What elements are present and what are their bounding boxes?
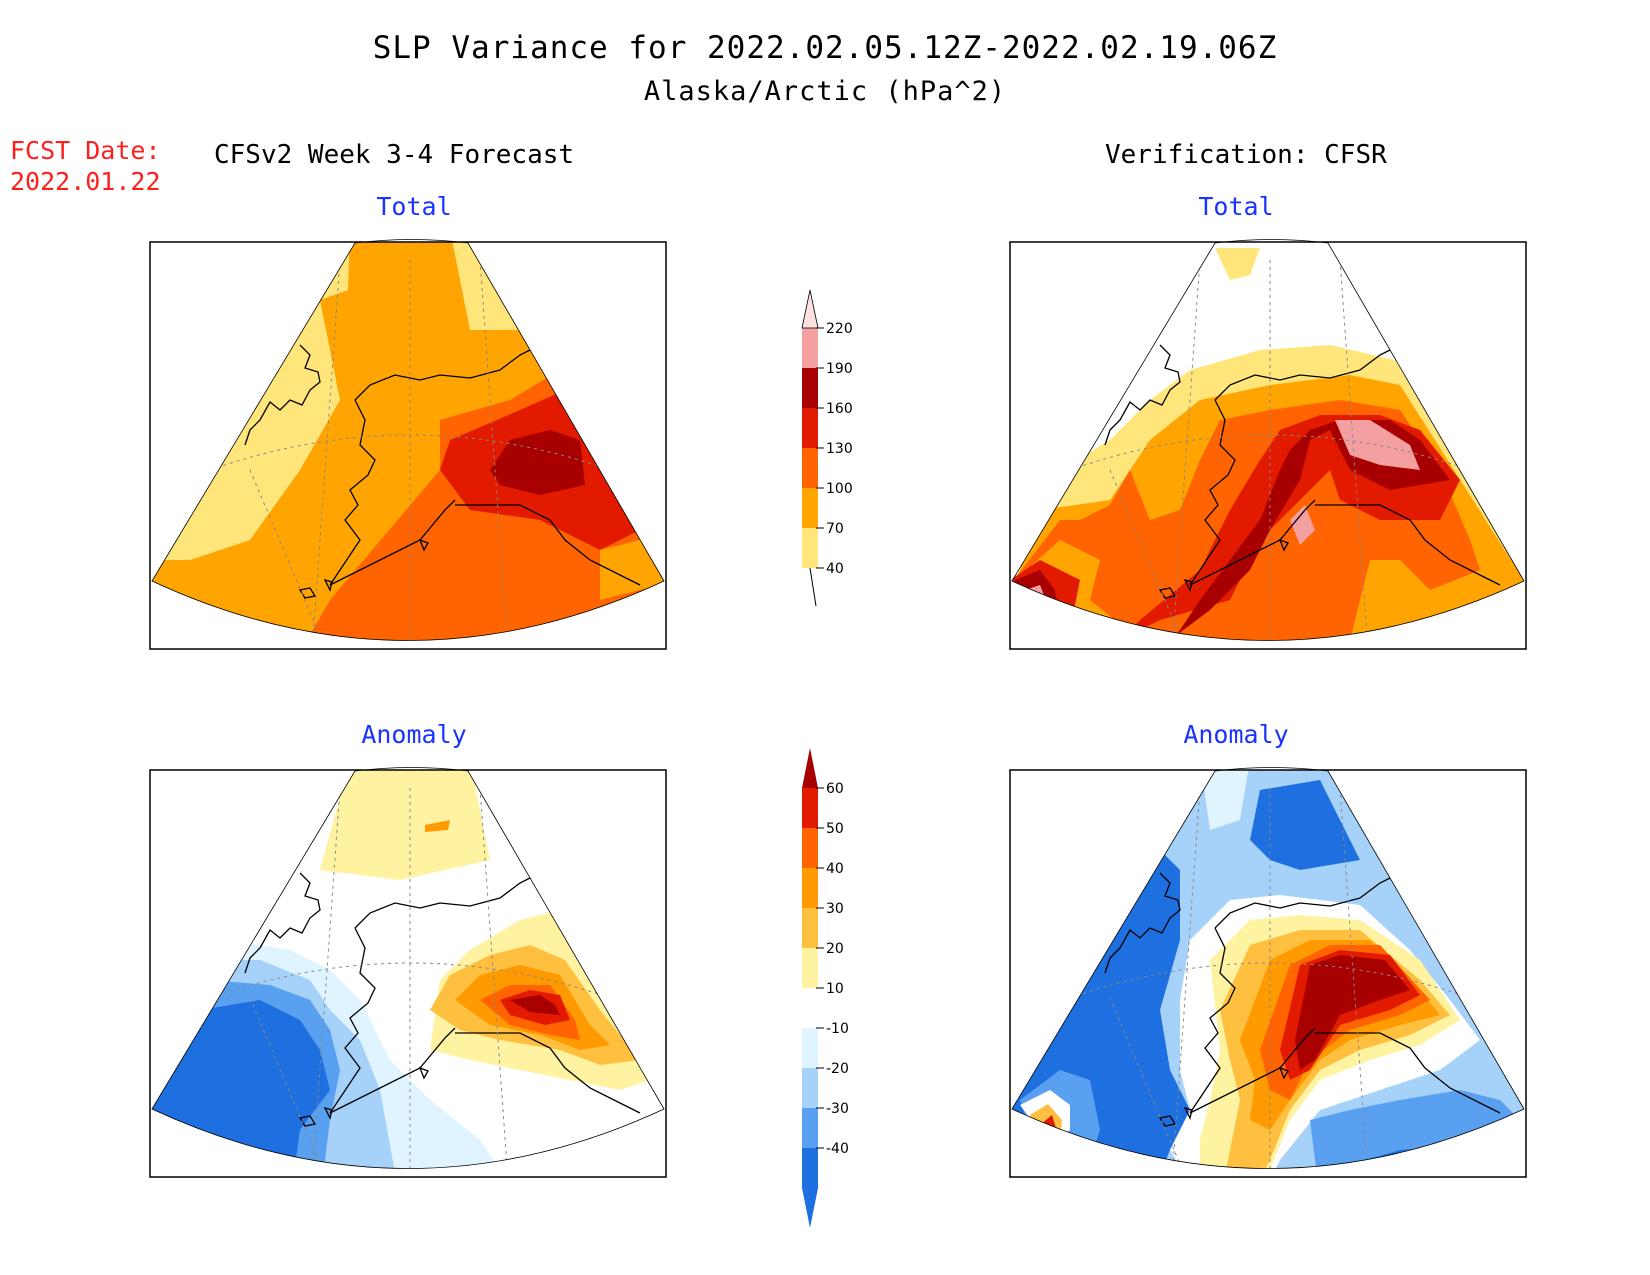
colorbar-segment: [802, 908, 818, 948]
forecast-total-subtitle: Total: [376, 192, 452, 221]
verification-column-title: Verification: CFSR: [1105, 140, 1387, 170]
figure-title: SLP Variance for 2022.02.05.12Z-2022.02.…: [372, 30, 1278, 66]
colorbar-segment: [802, 408, 818, 448]
colorbar-segment: [802, 1108, 818, 1148]
colorbar-label: -20: [826, 1061, 849, 1077]
colorbar-segment: [802, 1148, 818, 1188]
fcst-date-value: 2022.01.22: [10, 167, 161, 196]
panel-frame: [149, 769, 667, 1178]
panel-frame: [149, 241, 667, 650]
colorbar-label: 160: [826, 401, 853, 417]
colorbar-label: 10: [826, 981, 844, 997]
map-edge: [151, 767, 665, 1169]
shade-30-40: [425, 820, 450, 832]
colorbar-label: 220: [826, 321, 853, 337]
colorbar-label: -10: [826, 1021, 849, 1037]
colorbar-label: 30: [826, 901, 844, 917]
forecast-anomaly-map: [149, 767, 667, 1178]
map-edge: [1011, 239, 1525, 641]
colorbar-segment: [802, 788, 818, 828]
colorbar-segment: [802, 488, 818, 528]
colorbar-label: -40: [826, 1141, 849, 1157]
colorbar-segment: [802, 828, 818, 868]
shade-below-neg40: [1250, 780, 1360, 870]
colorbar-label: 130: [826, 441, 853, 457]
colorbar-label: 40: [826, 561, 844, 577]
shade-130-160: [1012, 415, 1460, 641]
verification-total-subtitle: Total: [1198, 192, 1274, 221]
colorbar-segment: [802, 868, 818, 908]
shade-neg10-neg20: [1200, 770, 1250, 830]
colorbar-segment: [802, 1068, 818, 1108]
total-colorbar: 40 70 100 130 160 190 220: [801, 289, 853, 607]
panel-frame: [1009, 769, 1527, 1178]
verification-anomaly-map: [1009, 767, 1527, 1178]
colorbar-upper-triangle: [802, 748, 818, 788]
map-edge: [1011, 767, 1525, 1169]
shade-40-70: [1215, 248, 1260, 280]
figure-subtitle: Alaska/Arctic (hPa^2): [643, 76, 1007, 107]
shade-above-60: [510, 995, 560, 1015]
colorbar-label: 100: [826, 481, 853, 497]
fcst-date-label: FCST Date:: [10, 136, 161, 165]
colorbar-segment: [802, 988, 818, 1028]
forecast-anomaly-subtitle: Anomaly: [361, 720, 467, 749]
colorbar-label: -30: [826, 1101, 849, 1117]
colorbar-segment: [802, 328, 818, 368]
shade-190-220: [1025, 420, 1420, 610]
colorbar-label: 70: [826, 521, 844, 537]
graticule: [209, 259, 611, 641]
colorbar-label: 60: [826, 781, 844, 797]
shade-below-neg40: [152, 1000, 330, 1169]
graticule: [1069, 259, 1471, 641]
colorbar-label: 50: [826, 821, 844, 837]
colorbar-segment: [802, 1028, 818, 1068]
panel-frame: [1009, 241, 1527, 650]
graticule: [1069, 787, 1471, 1169]
colorbar-segment: [802, 368, 818, 408]
colorbar-upper-triangle: [801, 289, 819, 329]
colorbar-label: 40: [826, 861, 844, 877]
coastline: [244, 344, 641, 599]
forecast-total-map: [149, 239, 667, 650]
colorbar-segment: [802, 528, 818, 568]
map-edge: [151, 239, 665, 641]
shade-10-20: [320, 770, 490, 880]
colorbar-label: 190: [826, 361, 853, 377]
shade-160-190: [490, 430, 585, 495]
colorbar-lower-triangle: [809, 567, 817, 607]
colorbar-segment: [802, 948, 818, 988]
colorbar-lower-triangle: [802, 1188, 818, 1228]
colorbar-label: 20: [826, 941, 844, 957]
anomaly-colorbar: -40 -30 -20 -10 10 20 30 40 50 60: [802, 748, 849, 1228]
forecast-column-title: CFSv2 Week 3-4 Forecast: [214, 140, 575, 170]
graticule: [209, 787, 611, 1169]
shade-above-60: [1295, 955, 1410, 1070]
colorbar-segment: [802, 448, 818, 488]
shade-neg30-neg40: [1310, 1090, 1524, 1169]
verification-anomaly-subtitle: Anomaly: [1183, 720, 1289, 749]
verification-total-map: [1009, 239, 1527, 650]
